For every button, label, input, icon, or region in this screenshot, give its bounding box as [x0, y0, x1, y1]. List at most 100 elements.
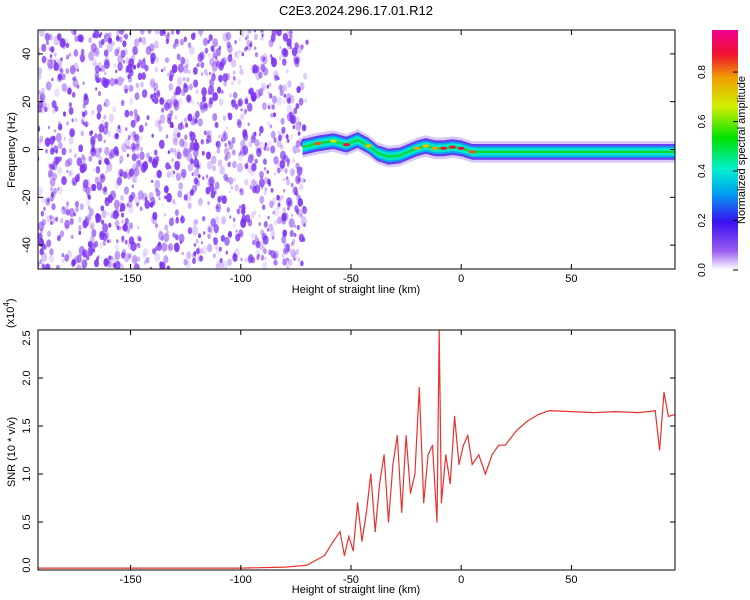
noise-speckle — [222, 32, 229, 42]
snr-x-axis: -150 -100 -50 0 50 — [120, 330, 578, 586]
noise-speckle — [120, 49, 126, 59]
noise-speckle — [65, 202, 70, 208]
y-tick-label: 1.0 — [21, 466, 33, 481]
noise-speckle — [140, 81, 144, 88]
snr-point — [467, 435, 469, 437]
noise-speckle — [175, 172, 181, 181]
colorbar-gradient — [712, 30, 738, 270]
noise-speckle — [76, 254, 82, 264]
noise-speckle — [124, 33, 129, 40]
noise-speckle — [299, 212, 304, 219]
noise-speckle — [158, 197, 161, 201]
noise-speckle — [145, 123, 148, 128]
snr-point — [306, 564, 308, 566]
noise-speckle — [84, 121, 88, 127]
noise-speckle — [207, 201, 211, 206]
noise-speckle — [169, 165, 172, 170]
noise-speckle — [195, 89, 199, 95]
noise-speckle — [252, 64, 258, 74]
noise-speckle — [115, 69, 118, 74]
noise-speckle — [282, 99, 286, 104]
noise-speckle — [134, 196, 141, 206]
noise-speckle — [303, 223, 306, 228]
noise-speckle — [191, 184, 197, 193]
noise-speckle — [253, 30, 256, 33]
noise-speckle — [282, 258, 287, 266]
noise-speckle — [206, 151, 211, 160]
noise-speckle — [175, 217, 180, 224]
snr-point — [526, 420, 528, 422]
noise-speckle — [138, 124, 144, 133]
noise-speckle — [91, 57, 97, 67]
noise-speckle — [114, 260, 121, 269]
noise-speckle — [96, 181, 103, 191]
noise-speckle — [250, 233, 255, 240]
noise-speckle — [176, 99, 179, 105]
noise-speckle — [173, 99, 179, 108]
noise-speckle — [165, 34, 169, 40]
noise-speckle — [233, 70, 236, 75]
noise-speckle — [154, 174, 157, 179]
snr-point — [332, 540, 334, 542]
noise-speckle — [133, 135, 137, 141]
noise-speckle — [166, 192, 172, 203]
noise-speckle — [141, 72, 146, 80]
noise-speckle — [122, 40, 127, 48]
noise-speckle — [60, 68, 64, 74]
noise-speckle — [193, 67, 198, 75]
noise-speckle — [85, 186, 91, 196]
noise-speckle — [230, 80, 235, 86]
noise-speckle — [95, 87, 98, 91]
noise-speckle — [164, 224, 169, 231]
noise-speckle — [45, 148, 48, 154]
noise-speckle — [182, 77, 186, 82]
noise-speckle — [175, 86, 182, 95]
noise-speckle — [212, 71, 216, 76]
ridge-peak — [448, 145, 456, 149]
noise-speckle — [250, 91, 257, 102]
noise-speckle — [232, 217, 236, 222]
noise-speckle — [280, 85, 285, 94]
noise-speckle — [141, 89, 148, 98]
noise-speckle — [238, 229, 244, 238]
noise-speckle — [112, 105, 117, 113]
noise-speckle — [219, 261, 224, 269]
noise-speckle — [187, 69, 191, 75]
noise-speckle — [122, 59, 126, 64]
noise-speckle — [266, 170, 269, 174]
noise-speckle — [193, 251, 197, 257]
noise-speckle — [171, 216, 174, 221]
noise-speckle — [305, 39, 309, 45]
noise-speckle — [263, 220, 268, 228]
noise-speckle — [197, 62, 201, 67]
noise-speckle — [270, 145, 276, 154]
noise-speckle — [164, 186, 169, 194]
noise-speckle — [190, 32, 196, 41]
noise-speckle — [222, 114, 227, 121]
noise-speckle — [199, 248, 204, 255]
noise-speckle — [126, 203, 129, 207]
noise-speckle — [114, 250, 121, 260]
noise-speckle — [57, 58, 63, 66]
noise-speckle — [163, 232, 170, 243]
noise-speckle — [256, 256, 260, 261]
noise-speckle — [223, 130, 227, 136]
noise-speckle — [172, 232, 176, 238]
noise-speckle — [151, 133, 154, 138]
noise-speckle — [174, 201, 177, 206]
noise-speckle — [258, 213, 261, 219]
noise-speckle — [183, 66, 188, 74]
noise-speckle — [61, 176, 67, 186]
y-tick-label: 1.5 — [21, 418, 33, 433]
noise-speckle — [61, 73, 66, 81]
noise-speckle — [243, 47, 247, 52]
y-tick-label: 2.0 — [21, 370, 33, 385]
noise-speckle — [133, 167, 140, 177]
noise-speckle — [173, 88, 179, 97]
noise-speckle — [53, 129, 57, 133]
noise-speckle — [261, 33, 264, 38]
noise-speckle — [271, 30, 275, 34]
noise-speckle — [152, 98, 155, 103]
noise-speckle — [53, 145, 59, 153]
noise-speckle — [260, 30, 263, 33]
